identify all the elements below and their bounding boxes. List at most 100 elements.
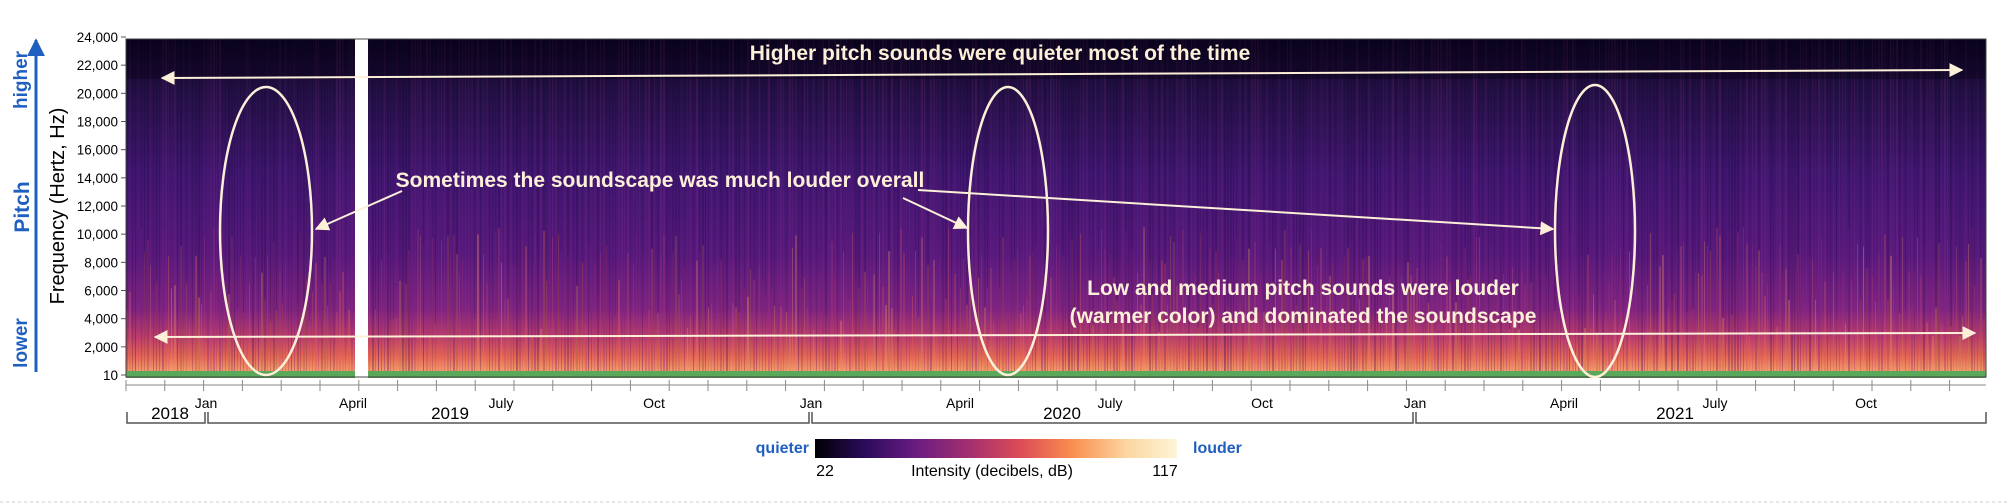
spectrogram-low-band: [1431, 322, 1433, 377]
spectrogram-column: [1857, 39, 1858, 377]
spectrogram-column: [375, 39, 376, 377]
spectrogram-column: [1740, 39, 1741, 377]
spectrogram-column: [1404, 39, 1406, 377]
spectrogram-low-band: [1254, 241, 1256, 377]
year-bracket-2018: [126, 412, 206, 424]
spectrogram-column: [1683, 39, 1684, 377]
spectrogram-column: [831, 39, 833, 377]
spectrogram-column: [1854, 39, 1855, 377]
spectrogram-column: [1704, 39, 1705, 377]
spectrogram-column: [1440, 39, 1442, 377]
spectrogram-column: [1656, 39, 1658, 377]
spectrogram-low-band: [1035, 246, 1036, 377]
spectrogram-column: [1728, 39, 1730, 377]
spectrogram-column: [1647, 39, 1648, 377]
spectrogram-column: [1620, 39, 1621, 377]
spectrogram-low-band: [1773, 335, 1774, 377]
spectrogram-column: [1473, 39, 1475, 377]
spectrogram-column: [1839, 39, 1840, 377]
spectrogram-low-band: [573, 335, 574, 377]
spectrogram-column: [462, 39, 463, 377]
spectrogram-column: [1605, 39, 1607, 377]
spectrogram-column: [1536, 39, 1537, 377]
spectrogram-low-band: [1776, 326, 1778, 377]
spectrogram-column: [1974, 39, 1975, 377]
spectrogram-column: [720, 39, 722, 377]
spectrogram-low-band: [1665, 245, 1667, 377]
spectrogram-low-band: [723, 333, 724, 377]
spectrogram-column: [1734, 39, 1736, 377]
spectrogram-low-band: [999, 289, 1000, 377]
low-pitch-range-arrow: [153, 326, 1977, 344]
spectrogram-column: [759, 39, 760, 377]
month-label: April: [1550, 395, 1578, 411]
spectrogram-low-band: [1866, 268, 1868, 377]
spectrogram-low-band: [1197, 327, 1199, 377]
spectrogram-low-band: [864, 271, 866, 377]
spectrogram-low-band: [540, 328, 542, 377]
spectrogram-low-band: [1077, 332, 1079, 377]
spectrogram-low-band: [1686, 312, 1688, 377]
spectrogram-column: [1149, 39, 1151, 377]
spectrogram-low-band: [1758, 250, 1760, 377]
spectrogram-low-band: [267, 255, 268, 377]
spectrogram-column: [1950, 39, 1952, 377]
y-tick-label: 16,000: [77, 143, 118, 158]
spectrogram-low-band: [231, 237, 233, 377]
spectrogram-low-band: [1524, 285, 1526, 377]
spectrogram-column: [1041, 39, 1043, 377]
spectrogram-low-band: [156, 282, 157, 377]
spectrogram-low-band: [1797, 254, 1799, 377]
y-tick-label: 20,000: [77, 86, 118, 101]
spectrogram-column: [1053, 39, 1054, 377]
spectrogram-low-band: [480, 335, 481, 377]
spectrogram-column: [1779, 39, 1781, 377]
spectrogram-low-band: [1902, 237, 1903, 377]
spectrogram-low-band: [1482, 274, 1483, 377]
spectrogram-low-band: [1476, 237, 1477, 377]
spectrogram-low-band: [342, 272, 344, 377]
spectrogram-low-band: [1089, 236, 1090, 377]
spectrogram-column: [1800, 39, 1801, 377]
spectrogram-low-band: [1209, 248, 1211, 377]
spectrogram-low-band: [681, 280, 682, 377]
spectrogram-low-band: [1848, 228, 1850, 377]
spectrogram-low-band: [522, 240, 523, 377]
spectrogram-column: [1935, 39, 1937, 377]
spectrogram-column: [402, 39, 404, 377]
spectrogram-low-band: [207, 282, 209, 377]
spectrogram-low-band: [279, 269, 281, 377]
spectrogram-column: [837, 39, 838, 377]
annotations: Higher pitch sounds were quieter most of…: [153, 42, 1977, 379]
spectrogram-low-band: [726, 334, 728, 377]
spectrogram-column: [1719, 39, 1721, 377]
month-label: Jan: [1404, 395, 1427, 411]
spectrogram-column: [276, 39, 277, 377]
spectrogram-column: [1020, 39, 1022, 377]
spectrogram-low-band: [816, 251, 817, 377]
spectrogram-column: [1068, 39, 1070, 377]
spectrogram-column: [516, 39, 518, 377]
spectrogram-column: [1632, 39, 1633, 377]
spectrogram-low-band: [213, 228, 215, 377]
spectrogram-column: [1875, 39, 1876, 377]
spectrogram-column: [558, 39, 559, 377]
spectrogram-column: [1830, 39, 1831, 377]
spectrogram-column: [216, 39, 217, 377]
spectrogram-low-band: [1947, 240, 1948, 377]
spectrogram-column: [1251, 39, 1253, 377]
spectrogram-column: [1926, 39, 1928, 377]
spectrogram-column: [783, 39, 784, 377]
spectrogram-low-band: [1068, 231, 1070, 377]
annotation-high-pitch: Higher pitch sounds were quieter most of…: [750, 42, 1251, 65]
spectrogram-low-band: [411, 254, 413, 377]
spectrogram-column: [384, 39, 385, 377]
spectrogram-column: [435, 39, 436, 377]
spectrogram-low-band: [399, 280, 401, 377]
spectrogram-column: [1569, 39, 1570, 377]
spectrogram-column: [222, 39, 223, 377]
y-tick-label: 10: [103, 368, 118, 383]
spectrogram-column: [1452, 39, 1454, 377]
spectrogram-low-band: [1125, 230, 1127, 377]
month-label: Oct: [1855, 395, 1877, 411]
